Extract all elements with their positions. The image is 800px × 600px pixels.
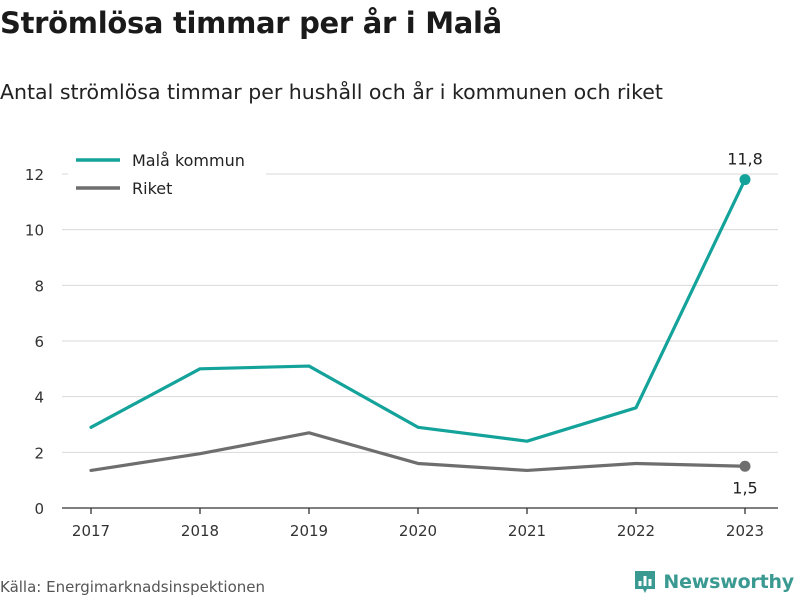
series-line-0 <box>89 177 747 443</box>
y-tick-label: 4 <box>34 389 44 407</box>
y-tick-label: 6 <box>34 333 44 351</box>
brand-name: Newsworthy <box>663 571 794 593</box>
legend-label: Riket <box>132 179 172 198</box>
chart-title: Strömlösa timmar per år i Malå <box>0 6 502 40</box>
x-tick-label: 2017 <box>72 522 110 540</box>
x-tick-label: 2020 <box>399 522 437 540</box>
chart-subtitle: Antal strömlösa timmar per hushåll och å… <box>0 80 663 104</box>
x-tick-label: 2021 <box>508 522 546 540</box>
y-tick-label: 2 <box>34 444 44 462</box>
data-point-marker <box>739 460 751 472</box>
x-tick-label: 2018 <box>181 522 219 540</box>
legend-box <box>68 148 266 204</box>
brand-logo: Newsworthy <box>633 569 794 595</box>
data-point-marker <box>739 174 751 186</box>
source-note: Källa: Energimarknadsinspektionen <box>0 578 266 596</box>
legend-label: Malå kommun <box>132 151 245 170</box>
data-label: 1,5 <box>732 478 757 497</box>
y-tick-label: 8 <box>34 277 44 295</box>
bar-chart-pin-icon <box>635 571 656 593</box>
x-tick-label: 2022 <box>617 522 655 540</box>
y-tick-label: 12 <box>25 166 44 184</box>
data-label: 11,8 <box>727 150 763 169</box>
x-tick-label: 2023 <box>726 522 764 540</box>
y-tick-label: 10 <box>25 222 44 240</box>
y-tick-label: 0 <box>34 500 44 518</box>
series-line-1 <box>89 431 747 473</box>
x-tick-label: 2019 <box>290 522 328 540</box>
